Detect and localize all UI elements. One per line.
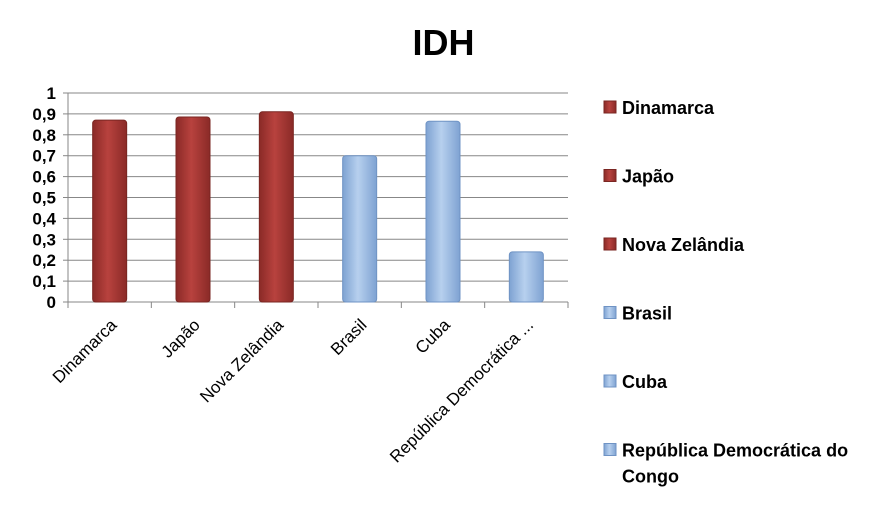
legend-swatch	[603, 100, 617, 114]
legend-swatch	[603, 169, 617, 182]
y-tick-label: 0,5	[32, 189, 56, 208]
axes	[63, 92, 569, 308]
legend-label: República Democrática do Congo	[622, 441, 848, 487]
y-tick-label: 0,2	[32, 251, 56, 270]
x-tick-label: Dinamarca	[49, 315, 121, 387]
bar	[425, 120, 461, 303]
y-tick-label: 0,9	[32, 105, 56, 124]
bar	[175, 116, 211, 303]
y-tick-label: 0,8	[32, 126, 56, 145]
legend-label: Brasil	[622, 304, 672, 324]
legend-label: Cuba	[622, 372, 668, 392]
legend-swatch	[603, 306, 617, 319]
chart-title: IDH	[412, 22, 475, 63]
bar	[342, 155, 378, 303]
y-tick-label: 0,4	[32, 209, 56, 228]
x-tick-label: Brasil	[327, 315, 370, 358]
legend: Dinamarca Japão Nova Zelândia Brasil Cuba Rep…	[603, 98, 848, 487]
legend-label: Japão	[622, 167, 674, 187]
bars	[92, 111, 544, 303]
bar	[92, 119, 128, 303]
bar	[258, 111, 294, 303]
legend-swatch	[603, 237, 617, 251]
legend-swatch	[603, 443, 617, 456]
legend-swatch	[603, 374, 617, 388]
legend-label: Nova Zelândia	[622, 235, 745, 255]
legend-label: Dinamarca	[622, 98, 715, 118]
x-tick-label: Cuba	[412, 315, 455, 358]
x-tick-label: Nova Zelândia	[196, 315, 287, 406]
x-tick-label: Japão	[158, 315, 204, 361]
y-tick-label: 0,1	[32, 272, 56, 291]
y-tick-label: 0,3	[32, 230, 56, 249]
y-tick-label: 0	[47, 293, 56, 312]
bar	[508, 251, 544, 303]
y-tick-label: 0,7	[32, 147, 56, 166]
gridlines	[68, 92, 568, 282]
y-tick-label: 1	[47, 84, 56, 103]
y-tick-label: 0,6	[32, 168, 56, 187]
x-tick-label: República Democrática ...	[386, 315, 537, 466]
